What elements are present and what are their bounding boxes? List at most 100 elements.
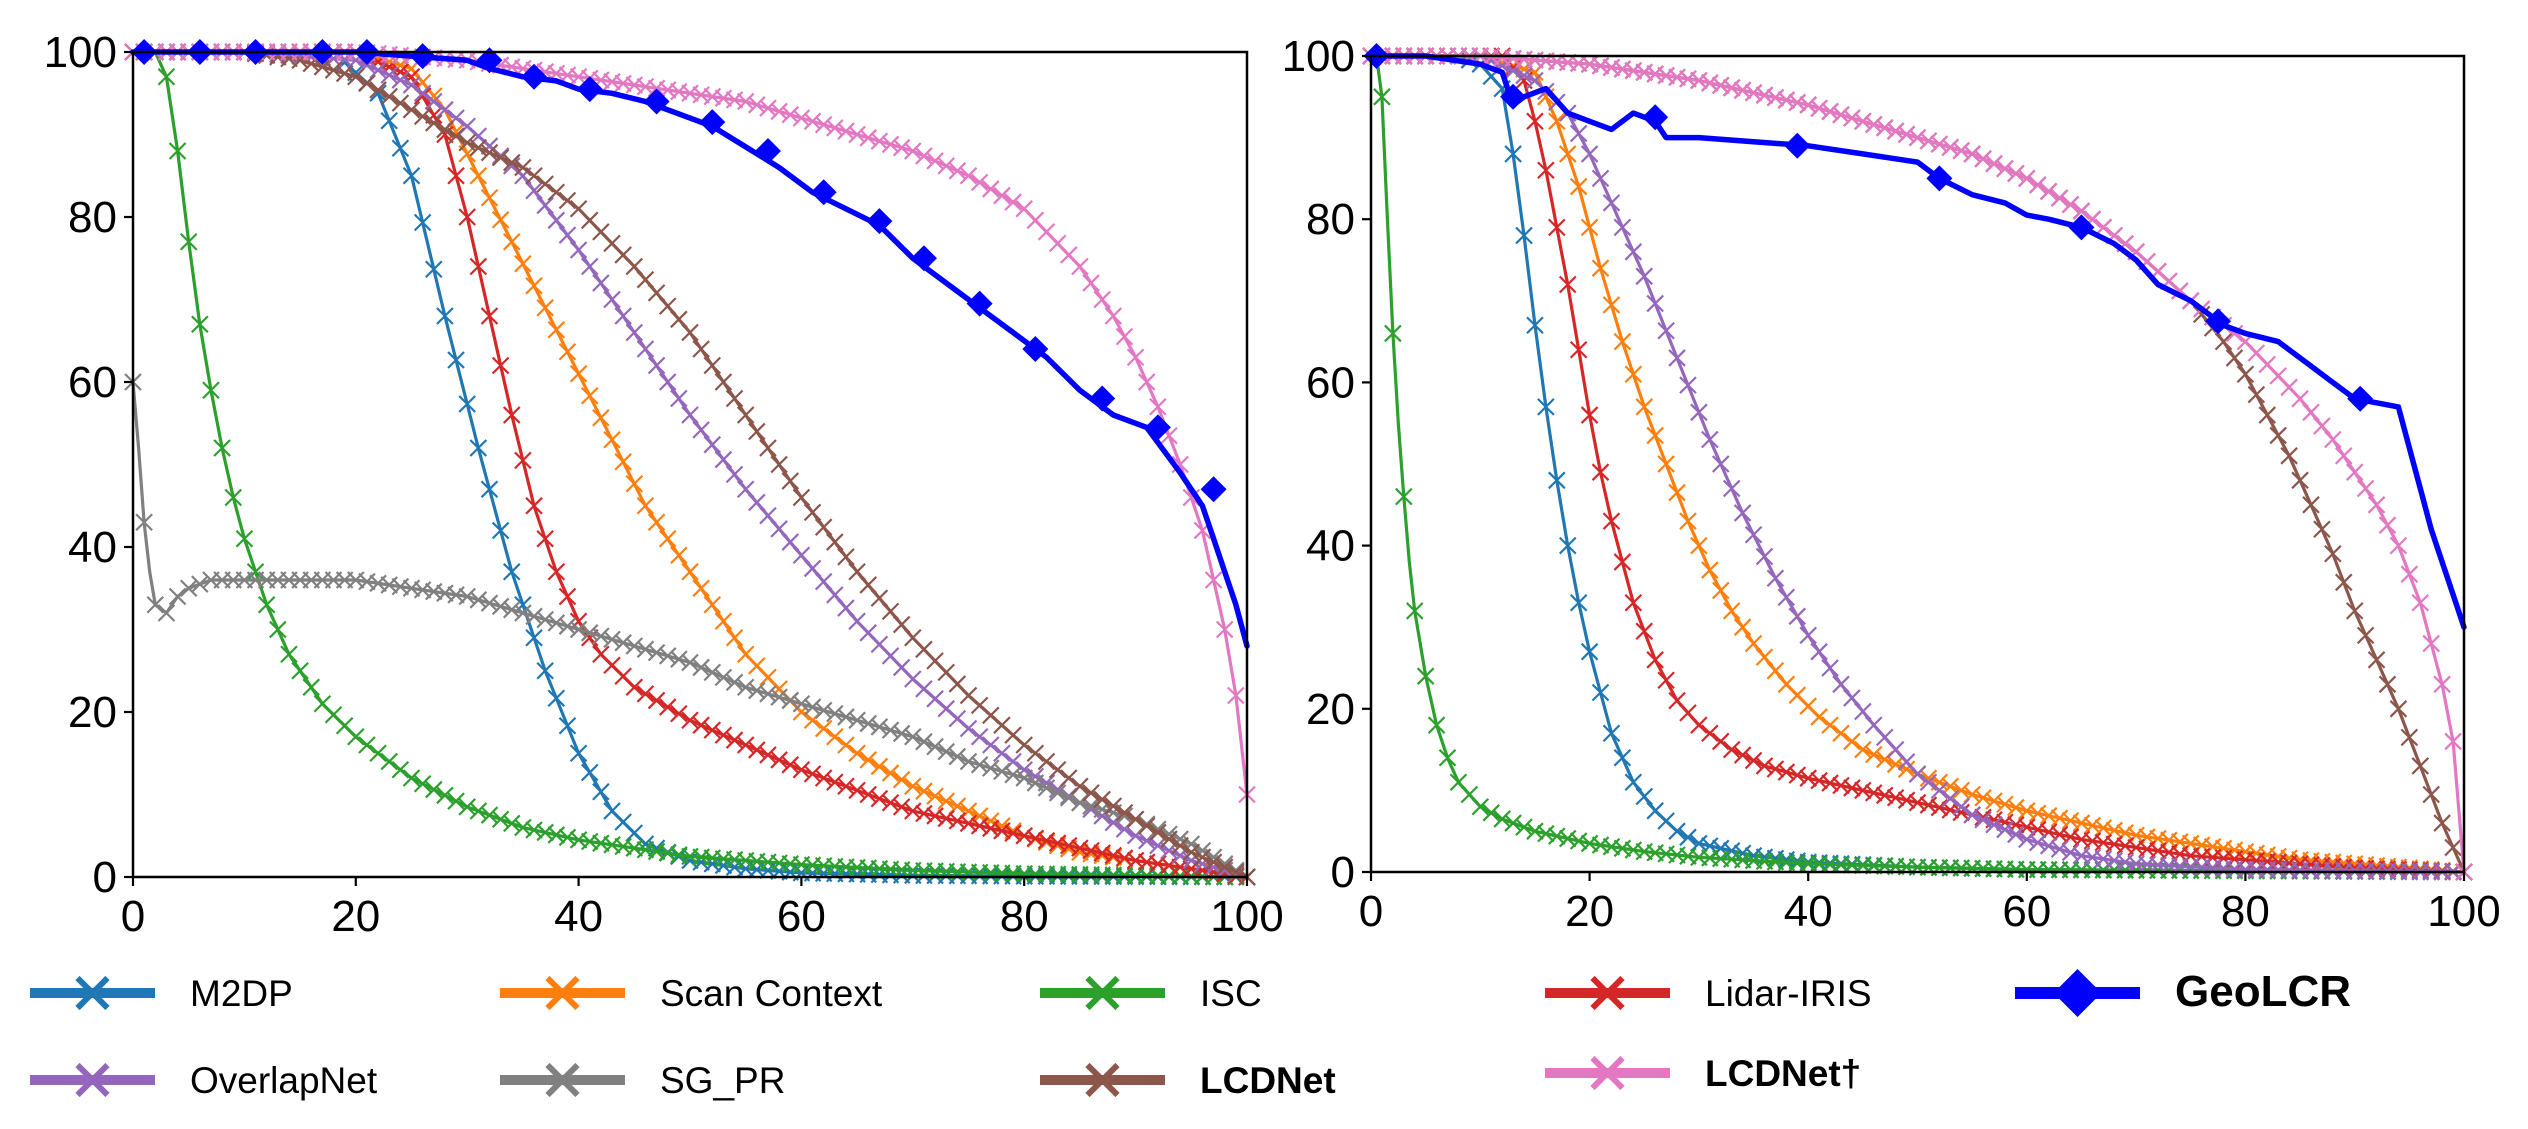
series-marker-overlapnet bbox=[603, 290, 621, 309]
series-marker-lcdnet bbox=[1026, 744, 1045, 763]
series-marker-lcdnet bbox=[870, 589, 889, 607]
series-marker-overlapnet bbox=[792, 546, 811, 565]
x-tick-label: 0 bbox=[121, 892, 145, 941]
series-marker-lidar_iris bbox=[670, 704, 688, 723]
series-marker-scan_context bbox=[1865, 745, 1883, 764]
series-marker-lidar_iris bbox=[1908, 793, 1927, 812]
series-marker-lcdnet bbox=[1059, 769, 1078, 787]
series-marker-sg_pr bbox=[904, 727, 922, 746]
series-marker-lcdnet bbox=[859, 576, 878, 594]
series-marker-scan_context bbox=[625, 474, 644, 493]
series-marker-overlapnet bbox=[1733, 504, 1752, 522]
series-marker-m2dp bbox=[580, 763, 599, 782]
series-marker-overlapnet bbox=[736, 480, 755, 499]
series-marker-lidar_iris bbox=[1886, 788, 1905, 807]
legend-marker-lcdnet bbox=[1085, 1062, 1120, 1098]
series-marker-lidar_iris bbox=[536, 529, 554, 548]
series-marker-geolcr bbox=[2347, 385, 2374, 412]
series-marker-lidar_iris bbox=[1558, 275, 1577, 294]
series-marker-lcdnet_dagger bbox=[959, 166, 978, 185]
series-marker-lcdnet_dagger bbox=[1204, 571, 1223, 589]
series-marker-overlapnet bbox=[1843, 689, 1861, 707]
series-marker-overlapnet bbox=[1941, 789, 1960, 808]
legend-marker-lcdnet_dagger bbox=[1590, 1055, 1625, 1091]
series-marker-m2dp bbox=[458, 395, 476, 413]
series-overlapnet bbox=[1362, 47, 2473, 881]
series-marker-lcdnet bbox=[558, 191, 577, 210]
series-marker-lidar_iris bbox=[558, 587, 577, 606]
series-marker-sg_pr bbox=[614, 633, 632, 652]
series-marker-sg_pr bbox=[558, 617, 577, 635]
series-marker-lcdnet_dagger bbox=[2367, 496, 2386, 514]
series-marker-sg_pr bbox=[625, 637, 644, 655]
series-marker-geolcr bbox=[1089, 385, 1116, 412]
series-marker-sg_pr bbox=[514, 604, 532, 622]
series-marker-lcdnet bbox=[2313, 520, 2331, 539]
series-marker-isc bbox=[547, 826, 566, 844]
series-marker-overlapnet bbox=[1602, 194, 1621, 212]
series-marker-sg_pr bbox=[1048, 784, 1067, 802]
legend-label-sg_pr: SG_PR bbox=[660, 1060, 785, 1101]
series-marker-overlapnet bbox=[1646, 294, 1664, 313]
series-line-lcdnet_dagger bbox=[1369, 54, 2466, 874]
series-marker-lcdnet bbox=[480, 143, 499, 162]
series-marker-lcdnet bbox=[2433, 814, 2451, 832]
x-tick-label: 80 bbox=[1000, 892, 1049, 941]
series-marker-lcdnet_dagger bbox=[859, 129, 878, 147]
series-marker-lcdnet_dagger bbox=[1071, 257, 1089, 276]
series-marker-sg_pr bbox=[982, 759, 1000, 777]
series-marker-overlapnet bbox=[1799, 626, 1817, 645]
series-marker-lidar_iris bbox=[692, 716, 710, 734]
series-marker-sg_pr bbox=[1026, 774, 1045, 792]
x-tick-label: 80 bbox=[2221, 887, 2270, 936]
series-marker-lidar_iris bbox=[1810, 771, 1828, 790]
series-marker-scan_context bbox=[1602, 296, 1621, 314]
series-marker-isc bbox=[224, 488, 243, 507]
legend-marker-isc bbox=[1085, 975, 1120, 1011]
series-marker-lcdnet_dagger bbox=[1908, 128, 1927, 147]
series-line-m2dp bbox=[131, 50, 1249, 879]
series-marker-overlapnet bbox=[1679, 376, 1697, 394]
series-marker-m2dp bbox=[525, 628, 543, 647]
series-marker-lidar_iris bbox=[514, 451, 532, 470]
series-marker-scan_context bbox=[870, 757, 889, 776]
series-marker-lidar_iris bbox=[959, 814, 978, 833]
series-marker-lcdnet_dagger bbox=[2345, 463, 2364, 481]
series-marker-scan_context bbox=[1711, 581, 1730, 600]
series-marker-lidar_iris bbox=[502, 406, 521, 424]
series-marker-m2dp bbox=[1548, 471, 1566, 490]
series-marker-lcdnet_dagger bbox=[1777, 91, 1796, 109]
series-lcdnet bbox=[124, 43, 1256, 886]
series-marker-overlapnet bbox=[413, 84, 432, 103]
series-marker-overlapnet bbox=[592, 274, 610, 292]
series-marker-isc bbox=[1526, 822, 1544, 840]
series-marker-lidar_iris bbox=[1722, 740, 1741, 759]
series-marker-isc bbox=[280, 645, 298, 664]
series-marker-sg_pr bbox=[937, 742, 955, 761]
series-marker-lidar_iris bbox=[1733, 746, 1752, 764]
series-marker-lcdnet bbox=[458, 133, 476, 152]
series-marker-lcdnet_dagger bbox=[837, 122, 855, 140]
x-tick-label: 60 bbox=[777, 892, 826, 941]
series-line-lcdnet_dagger bbox=[131, 50, 1249, 797]
series-marker-m2dp bbox=[1690, 834, 1708, 853]
series-marker-lcdnet bbox=[469, 138, 488, 157]
y-tick-label: 40 bbox=[68, 523, 117, 572]
series-marker-scan_context bbox=[1569, 177, 1588, 196]
series-marker-lcdnet_dagger bbox=[1875, 119, 1894, 137]
series-marker-lidar_iris bbox=[1624, 593, 1643, 612]
series-marker-geolcr bbox=[2205, 308, 2232, 335]
series-marker-lcdnet bbox=[536, 175, 554, 193]
plot-area bbox=[124, 39, 1256, 886]
series-marker-lidar_iris bbox=[1690, 716, 1708, 734]
series-marker-lcdnet bbox=[736, 406, 755, 424]
series-marker-sg_pr bbox=[525, 607, 543, 626]
series-marker-lidar_iris bbox=[881, 793, 900, 812]
series-marker-geolcr bbox=[1200, 476, 1227, 503]
series-marker-lcdnet bbox=[848, 562, 866, 581]
series-marker-lidar_iris bbox=[1832, 776, 1850, 795]
series-marker-lcdnet bbox=[1137, 817, 1156, 835]
series-marker-scan_context bbox=[1897, 760, 1916, 778]
series-marker-lcdnet_dagger bbox=[1104, 307, 1123, 325]
series-marker-lcdnet_dagger bbox=[2039, 182, 2058, 201]
